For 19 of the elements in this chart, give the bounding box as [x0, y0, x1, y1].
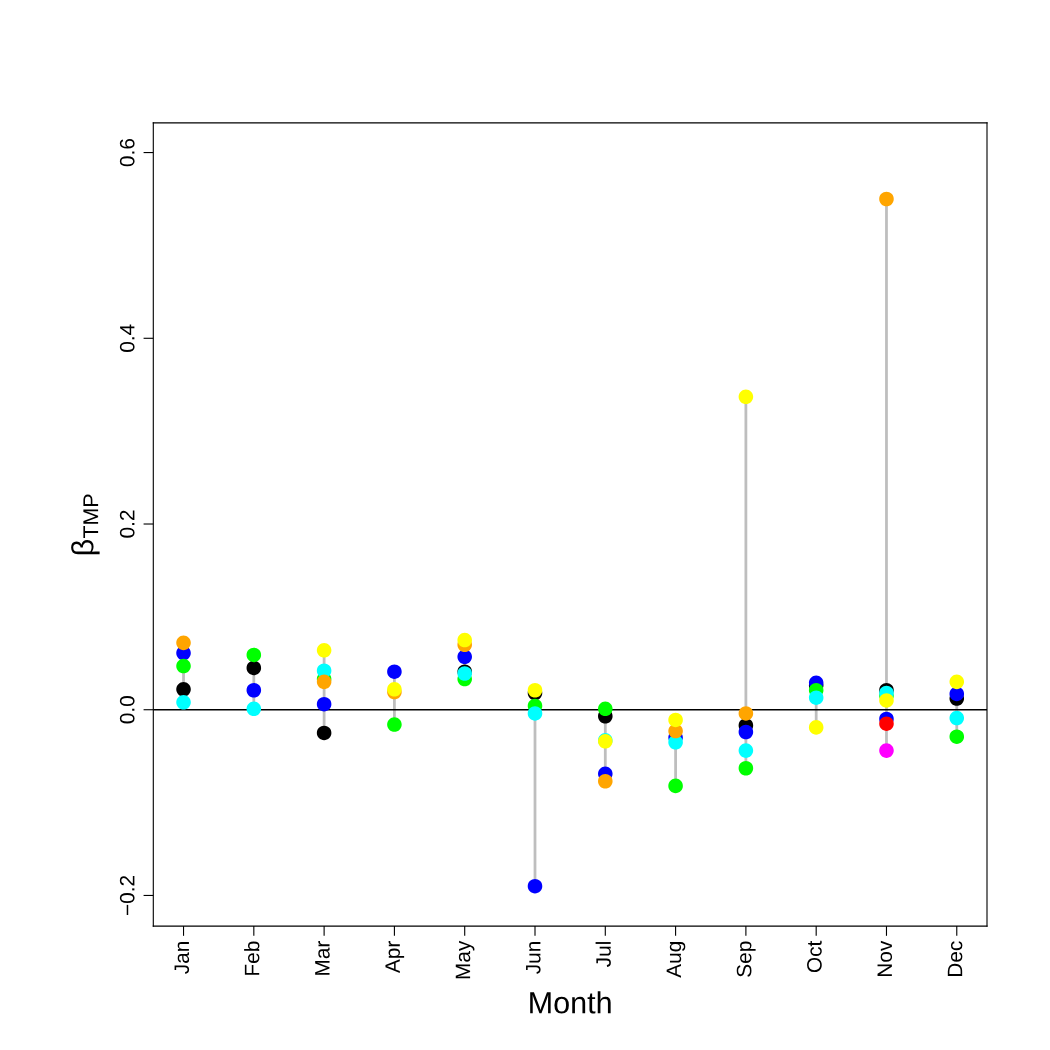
x-tick-label: Aug: [666, 942, 686, 978]
x-tick-label: Feb: [244, 941, 260, 975]
x-tick-label: Sep: [736, 941, 756, 977]
x-tick-label: Apr: [385, 941, 405, 974]
x-tick-label: May: [455, 940, 475, 979]
x-tick-label: Oct: [807, 940, 822, 973]
x-tick-label: Jul: [595, 942, 611, 967]
y-tick-label: 0.6: [119, 139, 135, 167]
y-tick-label: 0.4: [119, 324, 135, 352]
x-tick-label: Nov: [877, 940, 893, 977]
x-tick-label: Jan: [174, 942, 190, 974]
y-tick-label: 0.0: [119, 696, 135, 724]
x-tick-label: Dec: [947, 941, 963, 977]
y-tick-label: 0.2: [119, 510, 135, 538]
y-tick-label: −0.2: [119, 875, 135, 915]
y-axis-title: β$_{TMP}$: [71, 494, 100, 555]
x-tick-label: Mar: [315, 941, 330, 975]
x-axis-title: Month: [530, 991, 611, 1014]
x-tick-label: Jun: [526, 942, 541, 974]
